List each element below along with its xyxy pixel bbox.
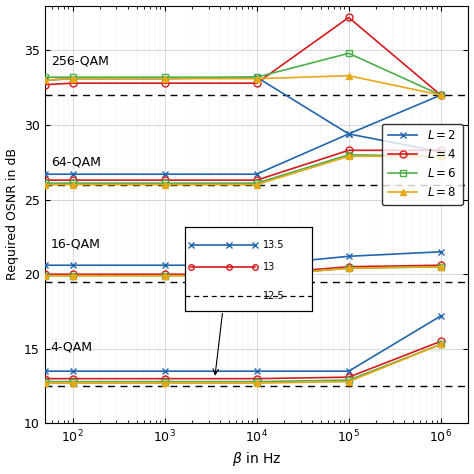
$L = 8$ [346, 379, 352, 384]
Text: 256-QAM: 256-QAM [51, 55, 109, 67]
$L = 4$ [42, 376, 48, 382]
$L = 8$ [162, 380, 167, 386]
Text: 16-QAM: 16-QAM [51, 238, 100, 251]
$L = 4$ [162, 376, 167, 382]
$L = 2$ [162, 368, 167, 374]
$L = 4$ [438, 338, 444, 344]
Text: 64-QAM: 64-QAM [51, 156, 100, 169]
Legend: $L = 2$, $L = 4$, $L = 6$, $L = 8$: $L = 2$, $L = 4$, $L = 6$, $L = 8$ [382, 124, 463, 205]
$L = 4$ [346, 374, 352, 380]
Line: $L = 4$: $L = 4$ [41, 338, 444, 382]
$L = 4$ [254, 376, 259, 382]
$L = 2$ [42, 368, 48, 374]
$L = 2$ [254, 368, 259, 374]
$L = 2$ [70, 368, 75, 374]
Y-axis label: Required OSNR in dB: Required OSNR in dB [6, 148, 18, 281]
$L = 8$ [254, 380, 259, 386]
Text: 4-QAM: 4-QAM [51, 341, 93, 354]
$L = 6$ [162, 379, 167, 384]
$L = 2$ [438, 313, 444, 319]
$L = 6$ [438, 341, 444, 347]
X-axis label: $\beta$ in Hz: $\beta$ in Hz [232, 450, 282, 468]
$L = 8$ [70, 380, 75, 386]
$L = 6$ [70, 379, 75, 384]
$L = 2$ [346, 368, 352, 374]
$L = 8$ [438, 341, 444, 347]
$L = 6$ [42, 379, 48, 384]
$L = 6$ [254, 379, 259, 384]
$L = 8$ [42, 380, 48, 386]
Line: $L = 8$: $L = 8$ [41, 341, 444, 387]
Line: $L = 6$: $L = 6$ [41, 341, 444, 385]
Line: $L = 2$: $L = 2$ [41, 312, 444, 374]
$L = 6$ [346, 377, 352, 383]
$L = 4$ [70, 376, 75, 382]
